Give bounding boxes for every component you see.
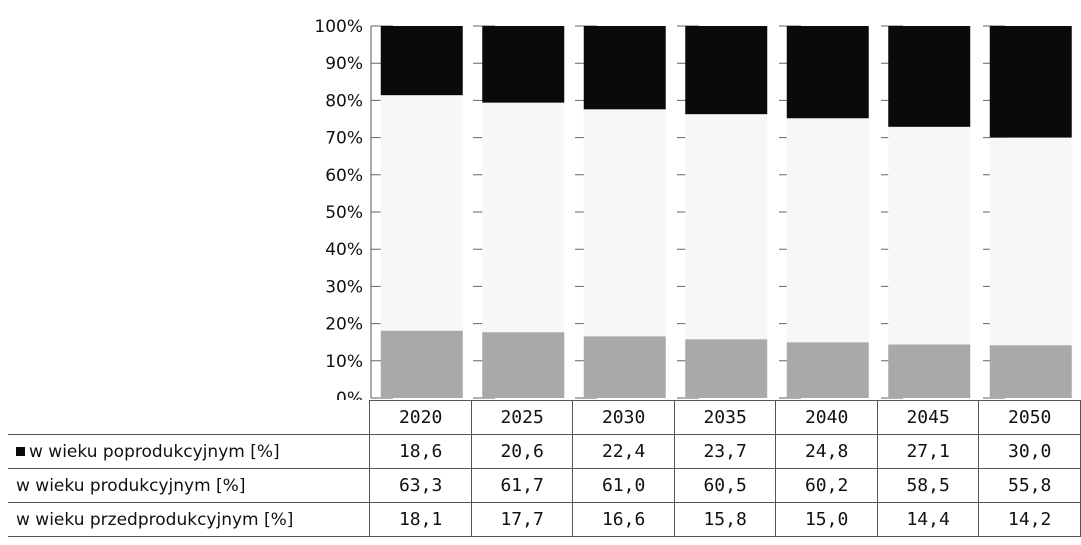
table-cell: 14,2 <box>978 502 1081 537</box>
y-tick-label: 30% <box>325 277 363 297</box>
table-cell: 22,4 <box>572 434 675 469</box>
table-cell: 16,6 <box>572 502 675 537</box>
bar-segment <box>989 137 1072 346</box>
bar-segment <box>685 114 768 340</box>
bar-segment <box>888 126 971 345</box>
series-label: w wieku poprodukcyjnym [%] <box>8 434 371 469</box>
y-axis-ticks: 0% 10% 20% 30% 40% 50% 60% 70% 80% 90% 100% <box>314 17 363 400</box>
bars <box>380 26 1072 398</box>
y-tick-label: 0% <box>336 389 363 400</box>
y-tick-label: 50% <box>325 203 363 223</box>
table-cell: 27,1 <box>876 434 980 469</box>
table-row: w wieku przedprodukcyjnym [%] 18,1 17,7 16,… <box>8 502 1081 537</box>
table-cell: 20,6 <box>470 434 574 469</box>
table-row: w wieku poprodukcyjnym [%] 18,6 20,6 22,4 23… <box>8 434 1081 469</box>
year-header: 2040 <box>775 400 878 435</box>
table-cell: 58,5 <box>876 468 980 503</box>
bar-segment <box>583 336 666 398</box>
y-tick-label: 70% <box>325 129 363 149</box>
table-row: w wieku produkcyjnym [%] 63,3 61,7 61,0 60,5… <box>8 468 1081 503</box>
bar-segment <box>786 342 869 398</box>
table-cell: 60,5 <box>673 468 777 503</box>
table-cell: 14,4 <box>876 502 980 537</box>
bar-segment <box>989 345 1072 398</box>
year-header: 2050 <box>978 400 1081 435</box>
bar-segment <box>888 344 971 398</box>
table-cell: 61,0 <box>572 468 675 503</box>
year-header: 2020 <box>369 400 472 435</box>
y-tick-label: 90% <box>325 54 363 74</box>
table-cell: 30,0 <box>978 434 1081 469</box>
table-cell: 17,7 <box>470 502 574 537</box>
table-cell: 18,1 <box>369 502 472 537</box>
bar-segment <box>989 26 1072 138</box>
bar-segment <box>685 339 768 398</box>
series-name: w wieku przedprodukcyjnym [%] <box>16 509 294 530</box>
series-name: w wieku poprodukcyjnym [%] <box>29 441 280 462</box>
bar-segment <box>380 95 463 331</box>
y-tick-label: 40% <box>325 240 363 260</box>
y-tick-label: 10% <box>325 352 363 372</box>
bar-segment <box>482 26 565 103</box>
table-cell: 23,7 <box>673 434 777 469</box>
table-cell: 55,8 <box>978 468 1081 503</box>
table-cell: 15,0 <box>775 502 878 537</box>
bar-segment <box>888 26 971 127</box>
year-header: 2045 <box>876 400 980 435</box>
year-header: 2030 <box>572 400 675 435</box>
table-cell: 60,2 <box>775 468 878 503</box>
table-cell: 63,3 <box>369 468 472 503</box>
bar-segment <box>482 102 565 333</box>
data-table-body: w wieku poprodukcyjnym [%] 18,6 20,6 22,4 23… <box>8 434 1081 537</box>
table-cell: 24,8 <box>775 434 878 469</box>
bar-segment <box>685 26 768 115</box>
table-cell: 15,8 <box>673 502 777 537</box>
series-label: w wieku produkcyjnym [%] <box>8 468 371 503</box>
table-corner <box>8 401 370 435</box>
table-cell: 18,6 <box>369 434 472 469</box>
y-tick-label: 80% <box>325 91 363 111</box>
bar-segment <box>380 26 463 96</box>
bar-segment <box>482 332 565 398</box>
legend-key-square-icon <box>16 447 25 456</box>
y-tick-label: 20% <box>325 315 363 335</box>
year-header-row: 2020 2025 2030 2035 2040 2045 2050 <box>8 400 1081 435</box>
bar-segment <box>583 109 666 337</box>
bar-segment <box>380 330 463 398</box>
stacked-bar-chart: 0% 10% 20% 30% 40% 50% 60% 70% 80% 90% 100% <box>314 17 1081 400</box>
series-label: w wieku przedprodukcyjnym [%] <box>8 502 371 537</box>
y-tick-label: 100% <box>314 17 363 37</box>
bar-segment <box>786 118 869 343</box>
year-header: 2035 <box>673 400 777 435</box>
year-header: 2025 <box>470 400 574 435</box>
bar-segment <box>583 26 666 110</box>
series-name: w wieku produkcyjnym [%] <box>16 475 246 496</box>
data-table: 2020 2025 2030 2035 2040 2045 2050 w wieku pop… <box>8 400 1081 537</box>
bar-segment <box>786 26 869 119</box>
table-cell: 61,7 <box>470 468 574 503</box>
y-tick-label: 60% <box>325 166 363 186</box>
